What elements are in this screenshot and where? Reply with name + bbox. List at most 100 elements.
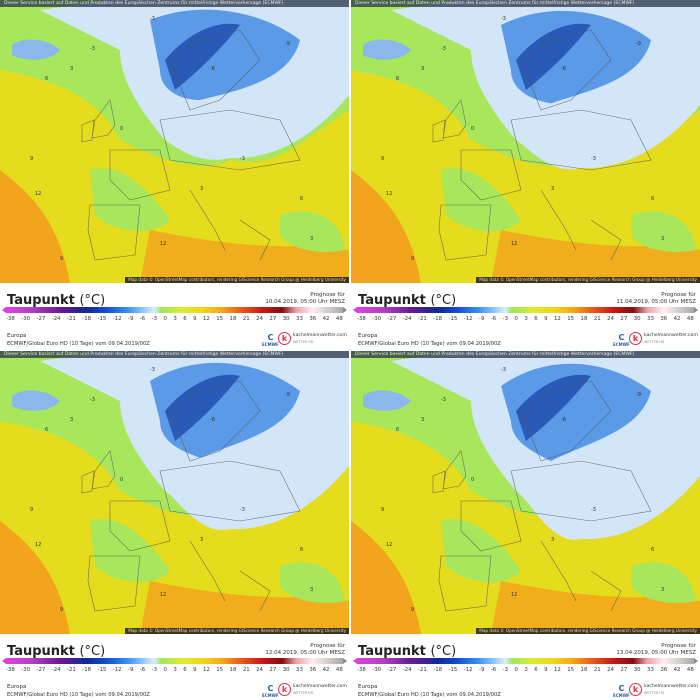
brand-name[interactable]: kachelmannwetter.com (293, 333, 347, 338)
svg-text:-6: -6 (561, 417, 566, 423)
brand[interactable]: kachelmannwetter.com WETTER HD (644, 333, 698, 345)
color-scale-ticks: -38 -30 -27 -24 -21 -18 -15 -12 -9 -6 -3 0 3 6 9 12 15 18… (6, 667, 343, 673)
legend-tick: 9 (544, 316, 548, 322)
svg-text:-3: -3 (90, 397, 95, 403)
legend-tick: 9 (193, 316, 197, 322)
brand[interactable]: kachelmannwetter.com WETTER HD (644, 684, 698, 696)
parameter-unit: (°C) (430, 644, 457, 659)
svg-text:9: 9 (60, 256, 63, 262)
dewpoint-map[interactable]: -3 -3 -6 -9 3 6 9 12 0 -3 3 6 12 9 3 Dieser Servic… (351, 351, 700, 634)
dewpoint-map[interactable]: -3 -3 -6 -9 3 6 9 12 0 -3 3 6 12 9 3 Dieser Servic… (0, 351, 349, 634)
svg-text:-3: -3 (591, 156, 596, 162)
legend-tick: 0 (514, 667, 518, 673)
brand-sub: WETTER HD (293, 340, 314, 344)
map-attribution[interactable]: Map data © OpenStreetMap contributors, r… (125, 277, 349, 283)
parameter-name: Taupunkt (7, 644, 75, 659)
legend-tick: -27 (36, 316, 46, 322)
svg-text:-3: -3 (90, 46, 95, 52)
legend-tick: 33 (647, 667, 654, 673)
legend-tick: -30 (21, 316, 31, 322)
legend-tick: 0 (163, 667, 167, 673)
legend-tick: 48 (686, 667, 694, 673)
svg-text:-3: -3 (441, 46, 446, 52)
forecast-valid-time: Prognose für 11.04.2019, 05:00 Uhr MESZ (616, 292, 696, 306)
legend-tick: 42 (322, 667, 330, 673)
legend-tick: 24 (256, 316, 263, 322)
parameter-title: Taupunkt (°C) (7, 293, 105, 308)
legend-tick: -6 (139, 316, 146, 322)
map-canvas: -3 -3 -6 -9 3 6 9 12 0 -3 3 6 12 9 3 (351, 351, 700, 634)
color-scale-ticks: -38 -30 -27 -24 -21 -18 -15 -12 -9 -6 -3 0 3 6 9 12 15 18… (6, 316, 343, 322)
model-run-label: ECMWF/Global Euro HD (10 Tage) vom 09.04… (7, 341, 150, 347)
svg-text:-9: -9 (285, 41, 290, 47)
brand[interactable]: kachelmannwetter.com WETTER HD (293, 684, 347, 696)
dewpoint-map[interactable]: -3 -3 -6 -9 3 6 9 12 0 -3 3 6 12 9 3 Dieser Servic… (0, 0, 349, 283)
brand-name[interactable]: kachelmannwetter.com (644, 684, 698, 689)
forecast-panel: -3 -3 -6 -9 3 6 9 12 0 -3 3 6 12 9 3 Dieser Servic… (0, 0, 349, 349)
svg-text:-9: -9 (636, 392, 641, 398)
legend-tick: 12 (202, 316, 210, 322)
legend-tick: -24 (51, 667, 61, 673)
forecast-valid-time: Prognose für 12.04.2019, 05:00 Uhr MESZ (265, 643, 345, 657)
region-label: Europa (358, 333, 378, 339)
svg-text:-6: -6 (210, 417, 215, 423)
legend-tick: -38 (357, 667, 366, 673)
map-attribution[interactable]: Map data © OpenStreetMap contributors, r… (476, 628, 700, 634)
legend-tick: 18 (580, 667, 588, 673)
legend-tick: -3 (151, 316, 157, 322)
legend-tick: -15 (97, 316, 107, 322)
svg-text:-6: -6 (210, 66, 215, 72)
legend-tick: -18 (82, 667, 92, 673)
ecmwf-logo-text: ECMWF (613, 342, 630, 347)
svg-text:-6: -6 (561, 66, 566, 72)
brand-name[interactable]: kachelmannwetter.com (644, 333, 698, 338)
ecmwf-service-notice: Dieser Service basiert auf Daten und Pro… (351, 0, 700, 7)
legend-tick: -15 (448, 316, 458, 322)
legend-tick: 15 (216, 316, 224, 322)
svg-text:-3: -3 (240, 156, 245, 162)
svg-text:3: 3 (661, 236, 664, 242)
parameter-unit: (°C) (430, 293, 457, 308)
parameter-name: Taupunkt (7, 293, 75, 308)
legend-tick: -38 (6, 667, 15, 673)
valid-time: 11.04.2019, 05:00 Uhr MESZ (616, 299, 696, 305)
legend-tick: 27 (269, 316, 277, 322)
svg-text:12: 12 (160, 592, 166, 598)
kachelmann-logo-icon: k (278, 683, 291, 696)
legend-tick: 15 (216, 667, 224, 673)
legend-tick: -12 (463, 316, 473, 322)
forecast-valid-time: Prognose für 13.04.2019, 05:00 Uhr MESZ (616, 643, 696, 657)
legend-tick: 12 (202, 667, 210, 673)
svg-text:6: 6 (396, 76, 399, 82)
parameter-title: Taupunkt (°C) (358, 644, 456, 659)
legend-tick: 9 (193, 667, 197, 673)
brand-name[interactable]: kachelmannwetter.com (293, 684, 347, 689)
legend-tick: -18 (433, 316, 443, 322)
map-attribution[interactable]: Map data © OpenStreetMap contributors, r… (476, 277, 700, 283)
map-attribution[interactable]: Map data © OpenStreetMap contributors, r… (125, 628, 349, 634)
prognose-label: Prognose für (310, 643, 345, 649)
svg-text:3: 3 (70, 417, 73, 423)
svg-text:-3: -3 (501, 367, 506, 373)
dewpoint-map[interactable]: -3 -3 -6 -9 3 6 9 12 0 -3 3 6 12 9 3 Dieser Servic… (351, 0, 700, 283)
svg-text:-9: -9 (285, 392, 290, 398)
legend-tick: 30 (633, 316, 641, 322)
ecmwf-logo-text: ECMWF (613, 693, 630, 698)
parameter-unit: (°C) (79, 293, 106, 308)
valid-time: 10.04.2019, 05:00 Uhr MESZ (265, 299, 345, 305)
brand[interactable]: kachelmannwetter.com WETTER HD (293, 333, 347, 345)
kachelmann-logo-icon: k (278, 332, 291, 345)
legend-tick: -21 (418, 667, 427, 673)
svg-text:0: 0 (471, 477, 474, 483)
color-scale-ticks: -38 -30 -27 -24 -21 -18 -15 -12 -9 -6 -3 0 3 6 9 12 15 18… (357, 667, 694, 673)
color-scale-bar (2, 658, 347, 664)
legend-tick: -12 (112, 316, 122, 322)
legend-tick: 6 (183, 316, 187, 322)
legend-tick: 48 (335, 667, 343, 673)
model-run-label: ECMWF/Global Euro HD (10 Tage) vom 09.04… (358, 692, 501, 698)
svg-text:9: 9 (60, 607, 63, 613)
legend-tick: 36 (309, 316, 317, 322)
svg-text:0: 0 (471, 126, 474, 132)
legend-tick: -3 (502, 316, 508, 322)
legend-tick: 21 (593, 667, 601, 673)
